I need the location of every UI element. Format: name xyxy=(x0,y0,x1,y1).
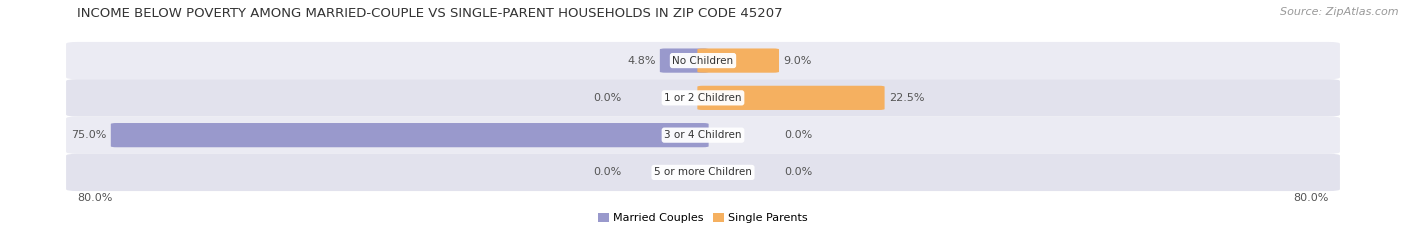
FancyBboxPatch shape xyxy=(697,48,779,73)
Text: 0.0%: 0.0% xyxy=(593,168,621,177)
FancyBboxPatch shape xyxy=(66,42,1340,79)
Text: 0.0%: 0.0% xyxy=(785,130,813,140)
FancyBboxPatch shape xyxy=(66,79,1340,116)
FancyBboxPatch shape xyxy=(66,116,1340,154)
Text: INCOME BELOW POVERTY AMONG MARRIED-COUPLE VS SINGLE-PARENT HOUSEHOLDS IN ZIP COD: INCOME BELOW POVERTY AMONG MARRIED-COUPL… xyxy=(77,7,783,20)
FancyBboxPatch shape xyxy=(697,86,884,110)
Text: 75.0%: 75.0% xyxy=(72,130,107,140)
FancyBboxPatch shape xyxy=(659,48,709,73)
Text: 22.5%: 22.5% xyxy=(889,93,924,103)
Text: No Children: No Children xyxy=(672,56,734,65)
Text: 80.0%: 80.0% xyxy=(1294,193,1329,203)
Text: 1 or 2 Children: 1 or 2 Children xyxy=(664,93,742,103)
Text: 80.0%: 80.0% xyxy=(77,193,112,203)
FancyBboxPatch shape xyxy=(66,154,1340,191)
Text: 4.8%: 4.8% xyxy=(627,56,655,65)
Text: 3 or 4 Children: 3 or 4 Children xyxy=(664,130,742,140)
FancyBboxPatch shape xyxy=(111,123,709,147)
Text: Source: ZipAtlas.com: Source: ZipAtlas.com xyxy=(1281,7,1399,17)
Text: 0.0%: 0.0% xyxy=(785,168,813,177)
Text: 5 or more Children: 5 or more Children xyxy=(654,168,752,177)
Legend: Married Couples, Single Parents: Married Couples, Single Parents xyxy=(593,208,813,227)
Text: 0.0%: 0.0% xyxy=(593,93,621,103)
Text: 9.0%: 9.0% xyxy=(783,56,811,65)
